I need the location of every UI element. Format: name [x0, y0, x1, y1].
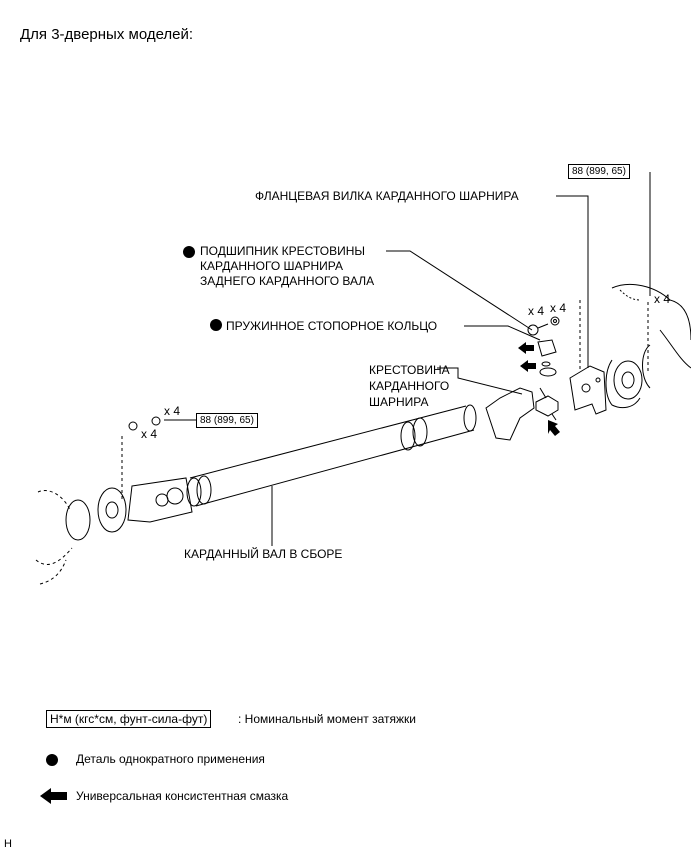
rear-companion-flange [613, 360, 643, 400]
legend-torque-desc: : Номинальный момент затяжки [238, 712, 416, 726]
front-joint [127, 477, 193, 523]
qty-bolt: x 4 [528, 304, 545, 318]
page-title: Для 3-дверных моделей: [20, 26, 194, 43]
bolt [527, 324, 539, 336]
grease-arrow-icon [518, 342, 534, 354]
legend-grease-desc: Универсальная консистентная смазка [76, 789, 289, 803]
label-snap-ring: ПРУЖИННОЕ СТОПОРНОЕ КОЛЬЦО [210, 319, 437, 334]
transmission-flange [65, 499, 91, 541]
single-use-icon [46, 754, 58, 766]
legend-single-use-desc: Деталь однократного применения [76, 752, 265, 766]
label-shaft-assembly: КАРДАННЫЙ ВАЛ В СБОРЕ [184, 547, 343, 561]
qty-washer: x 4 [550, 301, 567, 315]
single-use-icon [210, 319, 222, 331]
grease-arrows [518, 342, 560, 436]
torque-spec-rear: 88 (899, 65) [568, 164, 630, 179]
transmission-outline [35, 490, 73, 585]
footer-code: H [4, 838, 12, 850]
front-flange [97, 487, 127, 533]
label-bearing: ПОДШИПНИК КРЕСТОВИНЫ КАРДАННОГО ШАРНИРА … [183, 244, 374, 289]
torque-spec-front: 88 (899, 65) [196, 413, 258, 428]
grease-arrow-icon [520, 360, 536, 372]
label-spider: КРЕСТОВИНА КАРДАННОГО ШАРНИРА [369, 363, 450, 409]
legend-torque-unit: Н*м (кгс*см, фунт-сила-фут) [46, 710, 212, 728]
snap-ring [539, 367, 557, 377]
grease-arrow-icon [548, 420, 560, 436]
qty-rear-nut: x 4 [654, 292, 671, 306]
qty-front-bolt: x 4 [164, 404, 181, 418]
grease-arrow-icon [40, 788, 67, 804]
single-use-icon [183, 246, 195, 258]
rear-differential-outline [605, 283, 691, 409]
spider [535, 395, 559, 417]
rear-shaft-yoke [485, 387, 535, 441]
qty-front-nut: x 4 [141, 427, 158, 441]
washer [550, 316, 560, 326]
label-flange-yoke: ФЛАНЦЕВАЯ ВИЛКА КАРДАННОГО ШАРНИРА [255, 189, 519, 203]
rear-flange-yoke [569, 365, 607, 415]
bearing-cup [537, 339, 557, 357]
